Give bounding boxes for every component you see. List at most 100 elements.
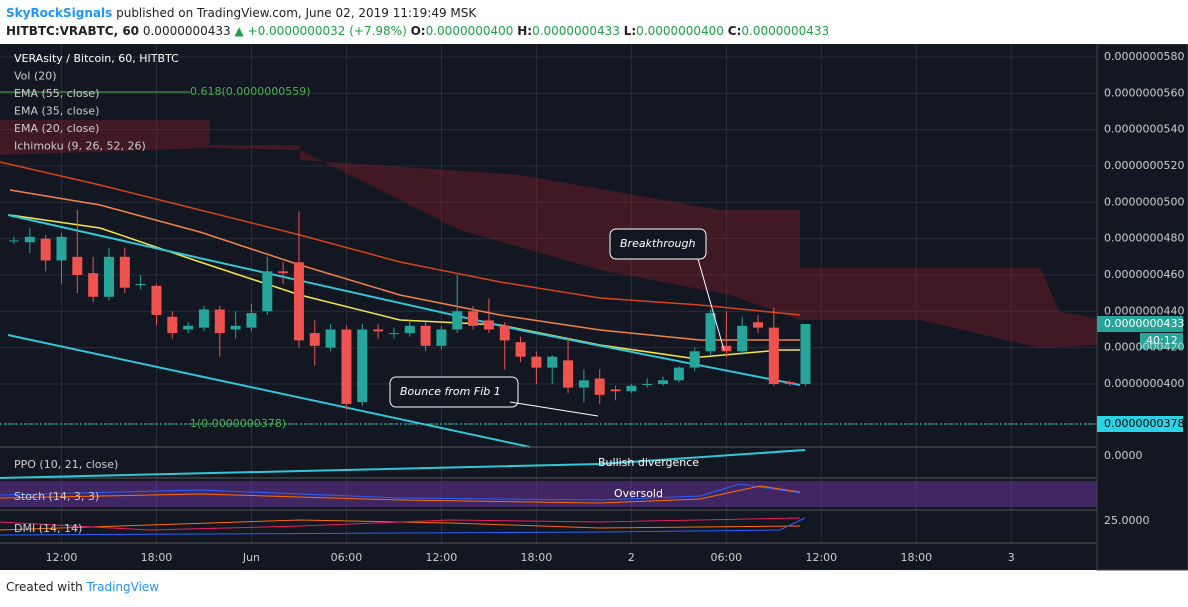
candle-body: [737, 325, 748, 352]
fib-lower-label: 1(0.0000000378): [190, 417, 286, 430]
candle-body: [135, 284, 146, 286]
author[interactable]: SkyRockSignals: [6, 6, 113, 20]
footer: Created with TradingView: [6, 580, 159, 594]
legend-entry: VERAsity / Bitcoin, 60, HITBTC: [14, 52, 179, 65]
candle-body: [24, 236, 35, 243]
candle-body: [642, 383, 653, 385]
candle-body: [325, 329, 336, 348]
legend-entry: EMA (55, close): [14, 87, 99, 100]
x-tick-label: 12:00: [426, 551, 458, 564]
candle-body: [103, 256, 114, 297]
legend-entry: Ichimoku (9, 26, 52, 26): [14, 140, 146, 153]
dmi-plus: [0, 519, 801, 531]
o-label: O:: [410, 24, 426, 38]
h: 0.0000000433: [532, 24, 620, 38]
x-tick-label: 12:00: [805, 551, 837, 564]
y-tick-label: 0.0000000420: [1104, 341, 1184, 354]
l-label: L:: [623, 24, 637, 38]
candle-body: [40, 238, 51, 261]
candle-body: [800, 324, 811, 384]
x-tick-label: 18:00: [521, 551, 553, 564]
candle-body: [468, 311, 479, 326]
panel-label: DMI (14, 14): [14, 522, 82, 535]
y-tick-label: 0.0000000460: [1104, 268, 1184, 281]
l: 0.0000000400: [636, 24, 724, 38]
created: Created with: [6, 580, 83, 594]
panel-label: Stoch (14, 3, 3): [14, 490, 99, 503]
candle-body: [309, 333, 320, 346]
x-tick-label: 12:00: [46, 551, 78, 564]
y-tick-label: 0.0000000480: [1104, 232, 1184, 245]
y-tick-label: 0.0000000560: [1104, 86, 1184, 99]
candle-body: [499, 325, 510, 341]
last-tag-bg: [1097, 316, 1183, 332]
candle-body: [357, 329, 368, 403]
countdown-bg: [1140, 333, 1183, 349]
candle-body: [420, 325, 431, 346]
candle-body: [705, 313, 716, 352]
candle-body: [293, 262, 304, 341]
candle-body: [246, 313, 257, 328]
legend-entry: EMA (35, close): [14, 105, 99, 118]
candle-body: [547, 356, 558, 368]
candle-body: [373, 329, 384, 332]
candle-body: [262, 271, 273, 312]
last-tag: 0.0000000433: [1104, 317, 1184, 330]
callout-arrow: [509, 401, 599, 417]
brand[interactable]: TradingView: [86, 580, 160, 594]
candle-body: [452, 311, 463, 330]
candle-body: [56, 236, 67, 261]
callout-arrow: [697, 258, 725, 351]
price-axis: [1096, 44, 1188, 571]
candle-body: [388, 333, 399, 335]
annotation: Breakthrough: [620, 237, 695, 250]
candle-body: [594, 378, 605, 395]
x-tick-label: 3: [1008, 551, 1015, 564]
header-line-2: HITBTC:VRABTC, 60 0.0000000433 ▲ +0.0000…: [6, 22, 829, 40]
x-tick-label: Jun: [242, 551, 260, 564]
y-tick-label: 0.0000000500: [1104, 195, 1184, 208]
published: published on TradingView.com, June 02, 2…: [116, 6, 477, 20]
candle-body: [88, 273, 99, 297]
stoch-d: [0, 485, 801, 504]
callout: [609, 228, 707, 260]
candle-body: [610, 389, 621, 392]
candle-body: [119, 256, 130, 288]
x-tick-label: 06:00: [710, 551, 742, 564]
fib-upper-label: 0.618(0.0000000559): [190, 85, 311, 98]
candle-body: [658, 380, 669, 384]
fib-tag-bg: [1097, 416, 1183, 432]
candle-body: [151, 285, 162, 315]
candle-body: [483, 320, 494, 330]
x-tick-label: 06:00: [331, 551, 363, 564]
candle-body: [198, 309, 209, 328]
candle-body: [183, 325, 194, 330]
y-tick-label: 0.0000000580: [1104, 50, 1184, 63]
divergence-line: [0, 449, 806, 479]
trendline-lower: [7, 334, 531, 448]
y-tick-label: 0.0000000520: [1104, 159, 1184, 172]
candle-body: [436, 329, 447, 346]
countdown: 40:12: [1146, 334, 1178, 347]
y-tick-label: 0.0000000440: [1104, 304, 1184, 317]
c-label: C:: [727, 24, 742, 38]
stoch-band: [0, 481, 1097, 507]
candle-body: [167, 316, 178, 334]
up-arrow: ▲: [234, 24, 244, 38]
chart: VERAsity / Bitcoin, 60, HITBTC Vol (20) EM…: [0, 44, 1188, 571]
candle-body: [721, 345, 732, 352]
legend-entry: EMA (20, close): [14, 122, 99, 135]
symbol: HITBTC:VRABTC, 60: [6, 24, 140, 38]
candle-body: [768, 327, 779, 384]
dmi-minus: [0, 517, 801, 531]
panel-label: PPO (10, 21, close): [14, 458, 118, 471]
grid: [0, 44, 1097, 543]
x-tick-label: 18:00: [141, 551, 173, 564]
candle-body: [689, 351, 700, 368]
callout: [389, 376, 519, 408]
candle-body: [531, 356, 542, 368]
y-tick-label: 0.0000000400: [1104, 377, 1184, 390]
c: 0.0000000433: [741, 24, 830, 38]
header-line-1: SkyRockSignals published on TradingView.…: [6, 4, 829, 22]
y-tick-label: 0.0000000540: [1104, 123, 1184, 136]
